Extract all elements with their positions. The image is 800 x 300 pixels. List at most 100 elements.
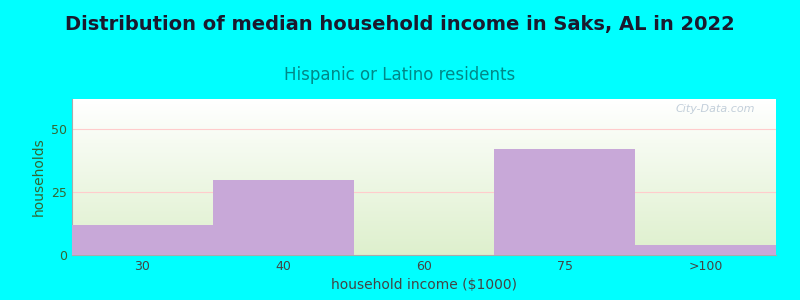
Bar <box>72 123 776 124</box>
Bar <box>72 118 776 119</box>
Bar <box>72 104 776 105</box>
Bar <box>72 142 776 143</box>
Bar <box>213 179 354 255</box>
Bar <box>72 138 776 139</box>
Bar <box>72 115 776 116</box>
Bar <box>72 234 776 235</box>
Bar <box>72 168 776 169</box>
Bar <box>72 245 776 246</box>
Bar <box>72 129 776 130</box>
Bar <box>72 116 776 117</box>
Bar <box>72 242 776 243</box>
Bar <box>72 221 776 222</box>
Bar <box>72 169 776 170</box>
Bar <box>72 244 776 245</box>
Bar <box>72 193 776 194</box>
Bar <box>72 182 776 183</box>
Bar <box>72 179 776 180</box>
Bar <box>72 101 776 102</box>
Bar <box>72 102 776 103</box>
Bar <box>72 183 776 184</box>
Bar <box>72 197 776 198</box>
Bar <box>72 209 776 210</box>
Bar <box>72 171 776 172</box>
Bar <box>72 136 776 137</box>
Bar <box>72 218 776 219</box>
Bar <box>72 153 776 154</box>
Bar <box>72 106 776 107</box>
Bar <box>72 152 776 153</box>
Bar <box>72 107 776 108</box>
Bar <box>72 250 776 251</box>
Bar <box>72 190 776 191</box>
Bar <box>72 246 776 247</box>
Bar <box>72 156 776 157</box>
Bar <box>72 149 776 150</box>
Bar <box>72 103 776 104</box>
Bar <box>72 199 776 200</box>
Bar <box>72 150 776 151</box>
Bar <box>72 163 776 164</box>
Bar <box>72 232 776 233</box>
Bar <box>72 114 776 115</box>
Bar <box>72 164 776 165</box>
Bar <box>72 229 776 230</box>
Bar <box>72 166 776 167</box>
Bar <box>72 196 776 197</box>
Bar <box>72 158 776 159</box>
Bar <box>72 251 776 252</box>
Bar <box>72 120 776 121</box>
Bar <box>72 118 776 119</box>
Bar <box>72 222 776 223</box>
Bar <box>72 235 776 236</box>
Bar <box>72 188 776 189</box>
Bar <box>72 252 776 253</box>
Y-axis label: households: households <box>31 138 46 216</box>
Text: Distribution of median household income in Saks, AL in 2022: Distribution of median household income … <box>65 15 735 34</box>
Bar <box>72 192 776 193</box>
Bar <box>72 173 776 174</box>
Bar <box>72 117 776 118</box>
Bar <box>72 202 776 203</box>
Bar <box>72 223 776 224</box>
Bar <box>72 132 776 133</box>
Bar <box>72 249 776 250</box>
Bar <box>72 159 776 160</box>
Bar <box>72 122 776 123</box>
Bar <box>72 220 776 221</box>
Bar <box>72 109 776 110</box>
Bar <box>72 253 776 254</box>
Bar <box>72 212 776 213</box>
Bar <box>72 111 776 112</box>
Bar <box>72 100 776 101</box>
Bar <box>72 186 776 187</box>
Bar <box>72 148 776 149</box>
Bar <box>72 215 776 216</box>
Bar <box>72 247 776 248</box>
Bar <box>72 134 776 135</box>
Bar <box>72 161 776 162</box>
Bar <box>72 204 776 205</box>
Bar <box>72 125 776 126</box>
Bar <box>72 184 776 185</box>
Bar <box>72 187 776 188</box>
Bar <box>72 160 776 161</box>
Bar <box>72 143 776 144</box>
Bar <box>72 133 776 134</box>
Bar <box>72 238 776 239</box>
Bar <box>72 254 776 255</box>
Bar <box>72 185 776 186</box>
Bar <box>72 177 776 178</box>
Bar <box>72 216 776 217</box>
Bar <box>72 144 776 145</box>
Bar <box>72 237 776 238</box>
Bar <box>72 176 776 177</box>
Bar <box>72 112 776 113</box>
Bar <box>72 140 776 141</box>
Bar <box>72 162 776 163</box>
Bar <box>72 206 776 207</box>
Bar <box>72 224 776 225</box>
Bar <box>72 227 776 228</box>
Bar <box>72 194 776 195</box>
Bar <box>72 226 776 227</box>
